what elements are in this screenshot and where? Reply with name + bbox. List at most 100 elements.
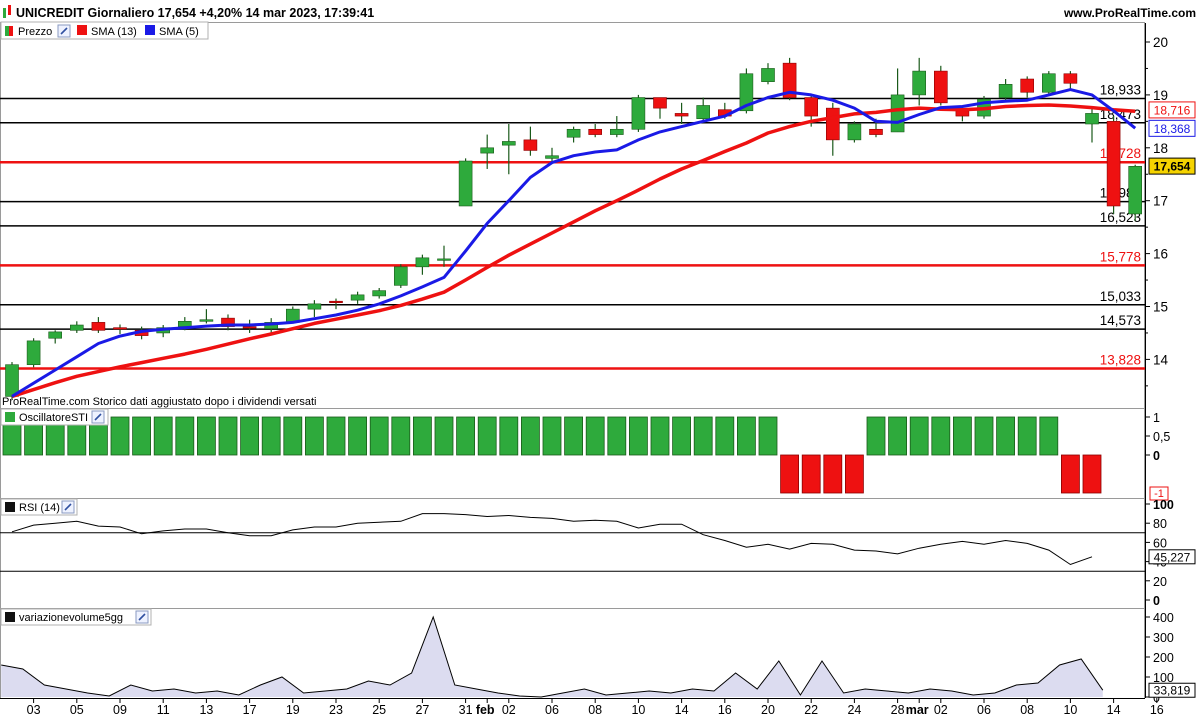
wrench-icon[interactable] bbox=[135, 610, 149, 624]
legend-volume-swatch bbox=[5, 612, 15, 622]
candle-icon bbox=[5, 26, 13, 36]
y-tick-label: 0 bbox=[1153, 449, 1160, 463]
sti-bar bbox=[326, 416, 346, 456]
sti-y-axis: 1 0,5 0 -1 bbox=[1145, 411, 1170, 501]
rsi-y-axis: 10080604020045,227 bbox=[1145, 498, 1196, 608]
volume-tag-label: 33,819 bbox=[1154, 684, 1191, 698]
candle-body bbox=[307, 303, 322, 310]
sti-bar bbox=[196, 416, 216, 456]
candle bbox=[588, 123, 603, 138]
sti-bar bbox=[737, 416, 756, 456]
sti-bar bbox=[693, 416, 713, 456]
sti-bar bbox=[132, 416, 152, 456]
candle-body bbox=[1085, 113, 1099, 125]
candle bbox=[609, 116, 624, 138]
candle bbox=[545, 147, 559, 164]
x-tick-label: feb bbox=[476, 703, 495, 717]
candle bbox=[825, 102, 840, 156]
candle-body bbox=[890, 94, 905, 133]
candle bbox=[350, 291, 365, 304]
candle bbox=[70, 321, 84, 333]
x-tick-label: 16 bbox=[1150, 703, 1164, 717]
level-label: 15,033 bbox=[1100, 289, 1141, 304]
price-panel: 18,93318,47317,72816,98316,52315,77815,0… bbox=[0, 21, 1196, 698]
candle-body bbox=[782, 62, 797, 98]
y-tick-label: 0 bbox=[1153, 594, 1160, 608]
candle-body bbox=[501, 141, 516, 146]
volume-y-axis: 400300200100033,819 bbox=[1145, 611, 1196, 705]
candle-body bbox=[1128, 166, 1142, 215]
x-tick-label: 10 bbox=[631, 703, 645, 717]
wrench-icon[interactable] bbox=[61, 500, 75, 514]
y-tick-label: 80 bbox=[1153, 517, 1167, 531]
candle-body bbox=[739, 73, 754, 112]
level-label: 15,778 bbox=[1100, 249, 1141, 264]
sti-panel: 1 0,5 0 -1 OscillatoreSTI bbox=[0, 408, 1170, 501]
x-tick-label: 06 bbox=[977, 703, 991, 717]
candle bbox=[631, 94, 646, 132]
candle bbox=[1128, 164, 1142, 221]
sti-bar bbox=[412, 416, 432, 456]
y-tick-label: 19 bbox=[1153, 88, 1168, 103]
candle-body bbox=[998, 84, 1013, 98]
sti-bar bbox=[585, 416, 605, 456]
candle bbox=[933, 65, 948, 106]
legend-sma13-swatch bbox=[77, 25, 87, 35]
x-tick-label: 14 bbox=[675, 703, 689, 717]
candle bbox=[1085, 108, 1099, 143]
candle-body bbox=[523, 139, 538, 151]
candle-body bbox=[350, 294, 365, 301]
candle-body bbox=[26, 340, 41, 365]
level-label: 14,573 bbox=[1100, 313, 1141, 328]
price-legend: Prezzo SMA (13) SMA (5) bbox=[0, 21, 209, 40]
sti-bar bbox=[456, 416, 476, 456]
candle bbox=[113, 324, 127, 335]
sti-bar bbox=[542, 416, 562, 456]
x-tick-label: 05 bbox=[70, 703, 84, 717]
sti-bar bbox=[629, 416, 648, 456]
price-tags: 18,716 18,368 17,654 bbox=[1148, 101, 1196, 175]
sti-bar bbox=[866, 416, 886, 456]
sti-bar bbox=[521, 416, 540, 456]
x-tick-label: 03 bbox=[27, 703, 41, 717]
x-tick-label: 31 bbox=[459, 703, 473, 717]
price-tag-box bbox=[1148, 157, 1196, 175]
sti-bar bbox=[369, 416, 389, 456]
y-tick-label: 100 bbox=[1153, 498, 1174, 512]
rsi-panel-frame bbox=[0, 498, 1145, 609]
candle bbox=[501, 123, 516, 175]
candle-body bbox=[761, 68, 775, 82]
x-tick-label: 08 bbox=[588, 703, 602, 717]
x-tick-label: 10 bbox=[1063, 703, 1077, 717]
sti-bar bbox=[1017, 416, 1037, 456]
candle-body bbox=[609, 128, 624, 135]
y-tick-label: 200 bbox=[1153, 651, 1174, 665]
x-tick-label: 20 bbox=[761, 703, 775, 717]
wrench-icon[interactable] bbox=[57, 24, 71, 38]
x-tick-label: 14 bbox=[1107, 703, 1121, 717]
legend-volume: variazionevolume5gg bbox=[19, 612, 123, 624]
candle bbox=[1106, 116, 1121, 214]
x-tick-label: 06 bbox=[545, 703, 559, 717]
x-tick-label: 09 bbox=[113, 703, 127, 717]
candle-body bbox=[696, 105, 711, 120]
candle-body bbox=[178, 321, 192, 327]
sti-bar bbox=[499, 416, 519, 456]
candle bbox=[523, 126, 538, 156]
candle-body bbox=[955, 110, 970, 117]
x-tick-label: 02 bbox=[934, 703, 948, 717]
sti-bar bbox=[175, 416, 195, 456]
sti-bar bbox=[1082, 454, 1102, 494]
candle-body bbox=[415, 257, 430, 268]
header: UNICREDIT Giornaliero 17,654 +4,20% 14 m… bbox=[0, 2, 1200, 22]
x-tick-label: 02 bbox=[502, 703, 516, 717]
legend-rsi-swatch bbox=[5, 502, 15, 512]
candle-body bbox=[480, 147, 495, 154]
volume-panel-frame bbox=[0, 608, 1145, 699]
wrench-icon[interactable] bbox=[91, 410, 105, 424]
sti-bar bbox=[391, 416, 411, 456]
sti-bar bbox=[996, 416, 1015, 456]
legend-price: Prezzo bbox=[18, 26, 52, 38]
y-tick-label: 400 bbox=[1153, 611, 1174, 625]
